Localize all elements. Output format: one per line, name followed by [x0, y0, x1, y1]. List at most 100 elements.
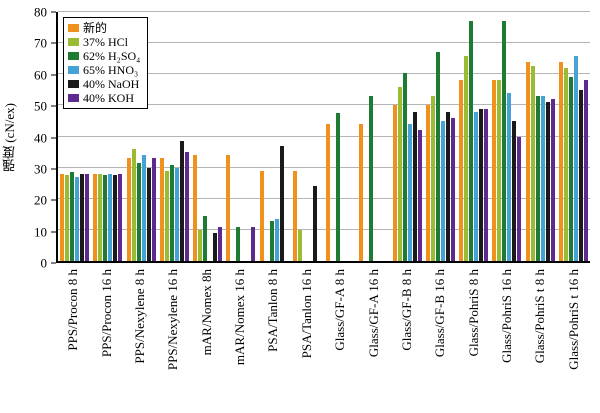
bar-group: [291, 12, 324, 261]
bar: [226, 155, 231, 261]
bar-group: [557, 12, 590, 261]
bar: [279, 145, 284, 261]
gridline: [58, 197, 590, 199]
bar: [583, 80, 588, 261]
bar: [174, 167, 179, 261]
x-axis-label: Glass/GF-A 8 h: [332, 269, 348, 351]
bar: [469, 21, 474, 261]
x-axis-label: PPS/Procon 8 h: [65, 269, 81, 351]
bar: [397, 86, 402, 261]
bar: [412, 111, 417, 261]
bar: [545, 102, 550, 261]
legend-label: 40% KOH: [83, 91, 134, 105]
bar: [159, 158, 164, 261]
y-axis: 0 10 20 30 40 50 60 70 80: [18, 6, 56, 270]
bar-group: [324, 12, 357, 261]
bar: [430, 96, 435, 261]
y-tick-label: 10: [34, 224, 47, 240]
bar: [164, 170, 169, 261]
bar: [80, 173, 85, 261]
x-label-cell: Glass/GF-B 16 h: [423, 269, 456, 413]
y-tick-label: 80: [34, 4, 47, 20]
gridline: [58, 104, 590, 106]
y-tick-label: 60: [34, 67, 47, 83]
bar: [169, 164, 174, 261]
bar: [425, 105, 430, 261]
legend-item: 62% H₂SO₄: [68, 49, 140, 63]
bar: [93, 173, 98, 261]
y-tick-mark: [51, 231, 56, 233]
y-tick-mark: [51, 11, 56, 13]
legend-swatch: [68, 24, 79, 32]
bar: [435, 52, 440, 261]
x-axis-label: PSA/Tanlon 16 h: [298, 269, 314, 359]
legend-swatch: [68, 38, 79, 46]
bar: [402, 72, 407, 261]
bar: [512, 120, 517, 261]
bar: [479, 108, 484, 261]
bar: [407, 124, 412, 261]
x-axis-label: Glass/PohriS t 8 h: [532, 269, 548, 364]
bar: [198, 229, 203, 261]
bar: [179, 141, 184, 261]
x-axis-label: mAR/Nomex 16 h: [232, 269, 248, 366]
bar: [146, 167, 151, 261]
gridline: [58, 228, 590, 230]
x-label-cell: Glass/GF-B 8 h: [390, 269, 423, 413]
x-axis-label: PPS/Nexylene 8 h: [131, 269, 147, 364]
x-label-cell: Glass/GF-A 16 h: [356, 269, 389, 413]
legend-label: 62% H₂SO₄: [83, 49, 141, 63]
bar: [312, 186, 317, 261]
bar-group: [125, 12, 158, 261]
legend-item: 65% HNO₃: [68, 63, 140, 77]
legend-swatch: [68, 80, 79, 88]
bar: [131, 148, 136, 261]
bar: [103, 175, 108, 261]
bar: [85, 173, 90, 261]
bar: [568, 77, 573, 261]
x-axis-label: Glass/PohriS 8 h: [465, 269, 481, 357]
bar: [126, 158, 131, 261]
bar: [540, 96, 545, 261]
x-axis-label: Glass/GF-B 8 h: [398, 269, 414, 351]
bar: [474, 111, 479, 261]
gridline: [58, 42, 590, 44]
bar-group: [391, 12, 424, 261]
bar-group: [457, 12, 490, 261]
bar: [440, 120, 445, 261]
x-label-cell: PPS/Procon 16 h: [89, 269, 122, 413]
bar: [251, 226, 256, 261]
bar: [184, 152, 189, 261]
bar: [108, 173, 113, 261]
bar: [558, 61, 563, 261]
legend-swatch: [68, 94, 79, 102]
bar: [450, 117, 455, 261]
legend-label: 65% HNO₃: [83, 63, 139, 77]
bar: [236, 226, 241, 261]
legend-item: 40% NaOH: [68, 77, 140, 91]
bar: [98, 173, 103, 261]
bar: [75, 176, 80, 261]
bar-group: [258, 12, 291, 261]
x-axis-label: Glass/GF-B 16 h: [432, 269, 448, 358]
bar: [369, 96, 374, 261]
x-axis-label: PPS/Procon 16 h: [98, 269, 114, 358]
bar: [336, 113, 341, 261]
y-tick-mark: [51, 262, 56, 264]
x-label-cell: PPS/Nexylene 8 h: [123, 269, 156, 413]
x-axis-label: Glass/PohriS 16 h: [499, 269, 515, 363]
x-axis-label: Glass/GF-A 16 h: [365, 269, 381, 358]
bar: [417, 130, 422, 261]
bar: [492, 80, 497, 261]
x-label-cell: Glass/PohriS 8 h: [457, 269, 490, 413]
gridline: [58, 166, 590, 168]
x-label-cell: PPS/Nexylene 16 h: [156, 269, 189, 413]
x-axis-label: mAR/Nomex 8h: [198, 269, 214, 356]
bar: [517, 136, 522, 261]
bar: [269, 220, 274, 261]
x-label-cell: mAR/Nomex 8h: [190, 269, 223, 413]
bar: [259, 170, 264, 261]
y-tick-label: 30: [34, 161, 47, 177]
bar: [274, 218, 279, 261]
y-tick-mark: [51, 137, 56, 138]
